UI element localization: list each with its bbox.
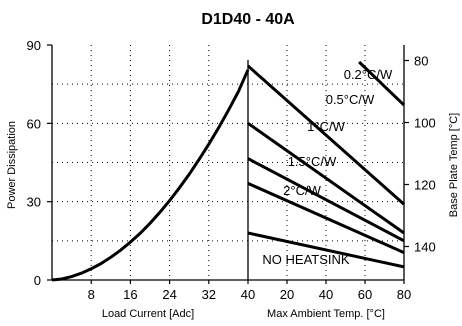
heatsink-line [358,60,406,107]
heatsink-line [247,182,405,254]
y-tick-label: 0 [34,273,41,288]
heatsink-line [247,122,405,235]
x-tick-label: 80 [397,287,411,302]
x-tick-label: 32 [202,287,216,302]
x-tick-label: 40 [319,287,333,302]
chart-title: D1D40 - 40A [201,11,295,28]
x-tick-label: 60 [358,287,372,302]
power-dissipation-curve [51,69,250,282]
x-tick-label: 8 [88,287,95,302]
y-tick-label: 60 [27,116,41,131]
x-tick-label: 24 [162,287,176,302]
x-tick-label: 20 [280,287,294,302]
right-x-axis-label: Max Ambient Temp. [°C] [267,308,385,320]
series-label: 0.2°C/W [344,67,393,82]
right-y-axis-label: Base Plate Temp [°C] [448,113,460,217]
axes [47,44,409,284]
series-label: 0.5°C/W [326,92,375,107]
heatsink-line [247,157,405,243]
y2-tick-label: 80 [414,54,428,69]
series-label: NO HEATSINK [262,252,349,267]
x-tick-label: 16 [123,287,137,302]
left-y-axis-label: Power Dissipation [6,121,18,209]
y2-tick-label: 140 [414,240,436,255]
series-label: 1°C/W [307,119,345,134]
y-tick-label: 90 [27,38,41,53]
x-tick-label: 40 [241,287,255,302]
curves [51,60,406,282]
heatsink-line [247,231,405,269]
left-x-axis-label: Load Current [Adc] [102,308,194,320]
y2-tick-label: 100 [414,116,436,131]
heatsink-line [247,64,405,206]
labels: 0 30 60 90 8 16 24 32 40 20 40 60 80 80 100 120 140 0.2°C… [27,38,436,302]
y-tick-label: 30 [27,195,41,210]
y2-tick-label: 120 [414,178,436,193]
series-label: 1.5°C/W [288,154,337,169]
series-label: 2°C/W [283,183,321,198]
